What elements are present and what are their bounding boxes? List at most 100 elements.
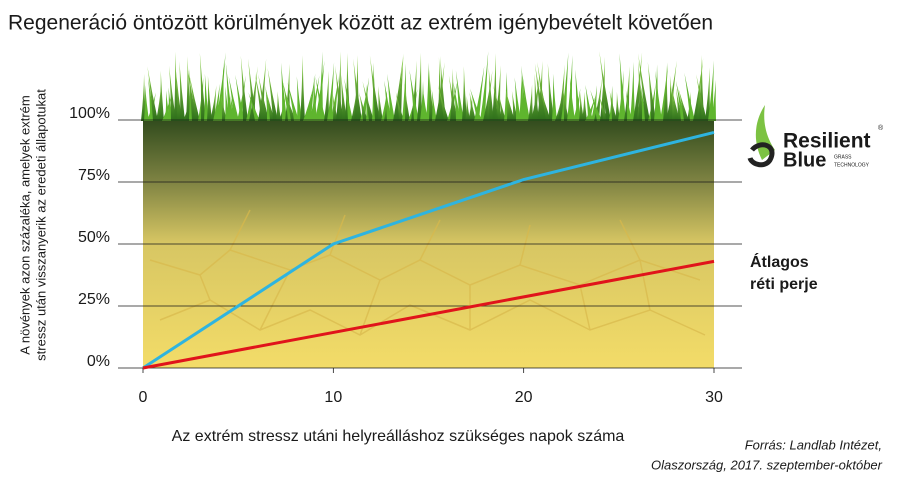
grass-blade [630, 61, 635, 121]
y-label-line: stressz után visszanyerik az eredeti áll… [33, 89, 48, 361]
grass-blade [228, 76, 239, 121]
grass-blade [633, 52, 643, 122]
grass-blade [369, 55, 380, 121]
grass-blade [287, 82, 299, 121]
grass-blade [579, 91, 584, 121]
grass-blade [663, 65, 668, 121]
grass-blade [585, 84, 593, 121]
logo-text: Resilient [783, 130, 871, 153]
grass-blade [409, 69, 419, 121]
grass-blade [655, 70, 662, 121]
grass-blade [696, 73, 701, 121]
grass-blade [159, 70, 164, 121]
grass-blade [423, 90, 428, 121]
grass-blade [660, 62, 669, 121]
logo-tagline: TECHNOLOGY [834, 162, 870, 168]
logo-mark: ® [878, 124, 884, 132]
grass-blade [148, 77, 155, 121]
grass-blade [514, 77, 521, 121]
grass-blade [615, 91, 620, 121]
grass-blade [455, 70, 464, 121]
grass-blade [498, 93, 506, 121]
grass-blade [417, 52, 422, 121]
grass-blade [378, 85, 383, 121]
grass-blade [246, 89, 252, 121]
grass-blade [534, 63, 545, 121]
grass-blade [495, 65, 501, 121]
x-tick-label: 20 [515, 389, 533, 406]
grass-blade [448, 75, 458, 121]
grass-blade [453, 82, 461, 121]
grass-blade [511, 90, 518, 121]
grass-blade [528, 84, 533, 121]
grass-blade [671, 89, 677, 121]
grass-blade [258, 74, 269, 121]
grass-blade [569, 77, 575, 121]
grass-blade [488, 67, 494, 121]
grass-blade [344, 78, 353, 121]
y-tick-label: 100% [69, 105, 110, 122]
plot: 0% 25% 50% 75% 100% 0 10 20 30 Átlagos réti perje [69, 105, 818, 406]
grass-blade [609, 90, 617, 121]
grass-blade [647, 61, 656, 121]
grass-blade [366, 84, 371, 121]
grass-blade [189, 75, 200, 121]
grass-blade [534, 73, 539, 121]
grass-blade [599, 95, 608, 121]
grass-blade [619, 53, 626, 121]
grass-blade [470, 88, 482, 121]
grass-blade [144, 85, 149, 121]
grass-blade [335, 65, 344, 121]
grass-blade [539, 83, 551, 121]
grass-blade [431, 89, 437, 121]
grass-blade [537, 61, 548, 121]
grass-blade [599, 51, 611, 121]
logo-swirl [747, 142, 775, 168]
series-line [142, 130, 715, 370]
grass-blade [480, 51, 489, 121]
grass-blade [187, 66, 197, 121]
grass-blade [562, 85, 569, 121]
logo-tagline: GRASS [834, 154, 852, 160]
grass-blade [678, 88, 689, 121]
grass-blade [248, 58, 257, 121]
grass-blade [141, 73, 146, 121]
grass-blade [225, 86, 230, 121]
grass-blade [240, 55, 248, 121]
grass-blade [505, 89, 515, 121]
grass-blade [675, 88, 683, 121]
grass-blade [395, 92, 404, 121]
grass-blade [265, 85, 272, 121]
y-axis-label: A növények azon százaléka, amelyek extré… [17, 89, 48, 361]
grass-blade [254, 73, 266, 121]
grass-blade [625, 90, 632, 121]
series-line [142, 259, 715, 370]
grass-blade [437, 85, 449, 121]
series-label-line: réti perje [750, 276, 818, 293]
grass-blade [207, 75, 212, 121]
grass-blade [175, 71, 182, 121]
grass-blade [638, 60, 644, 121]
grass-blade [300, 55, 305, 121]
y-label-line: A növények azon százaléka, amelyek extré… [17, 95, 32, 354]
grass-blade [705, 67, 710, 121]
grass-blade [281, 62, 287, 121]
grass-blade [640, 84, 647, 121]
grass-blade [684, 73, 695, 121]
grass-blade [315, 76, 326, 121]
grass-blade [492, 53, 497, 121]
grass-blade [265, 89, 275, 121]
y-tick-label: 0% [87, 353, 110, 370]
grass-blade [189, 68, 194, 121]
grass-blade [248, 92, 260, 121]
grass-blade [324, 71, 329, 121]
grass-blade [696, 74, 707, 121]
logo: Resilient ® Blue GRASS TECHNOLOGY [747, 105, 884, 171]
x-tick-label: 10 [324, 389, 342, 406]
source: Forrás: Landlab Intézet, [745, 437, 882, 452]
grass-blade [362, 81, 374, 121]
grass-blade [575, 69, 581, 121]
grass-blade [600, 56, 605, 121]
x-tick-label: 0 [139, 389, 148, 406]
grass-blade [440, 56, 446, 122]
